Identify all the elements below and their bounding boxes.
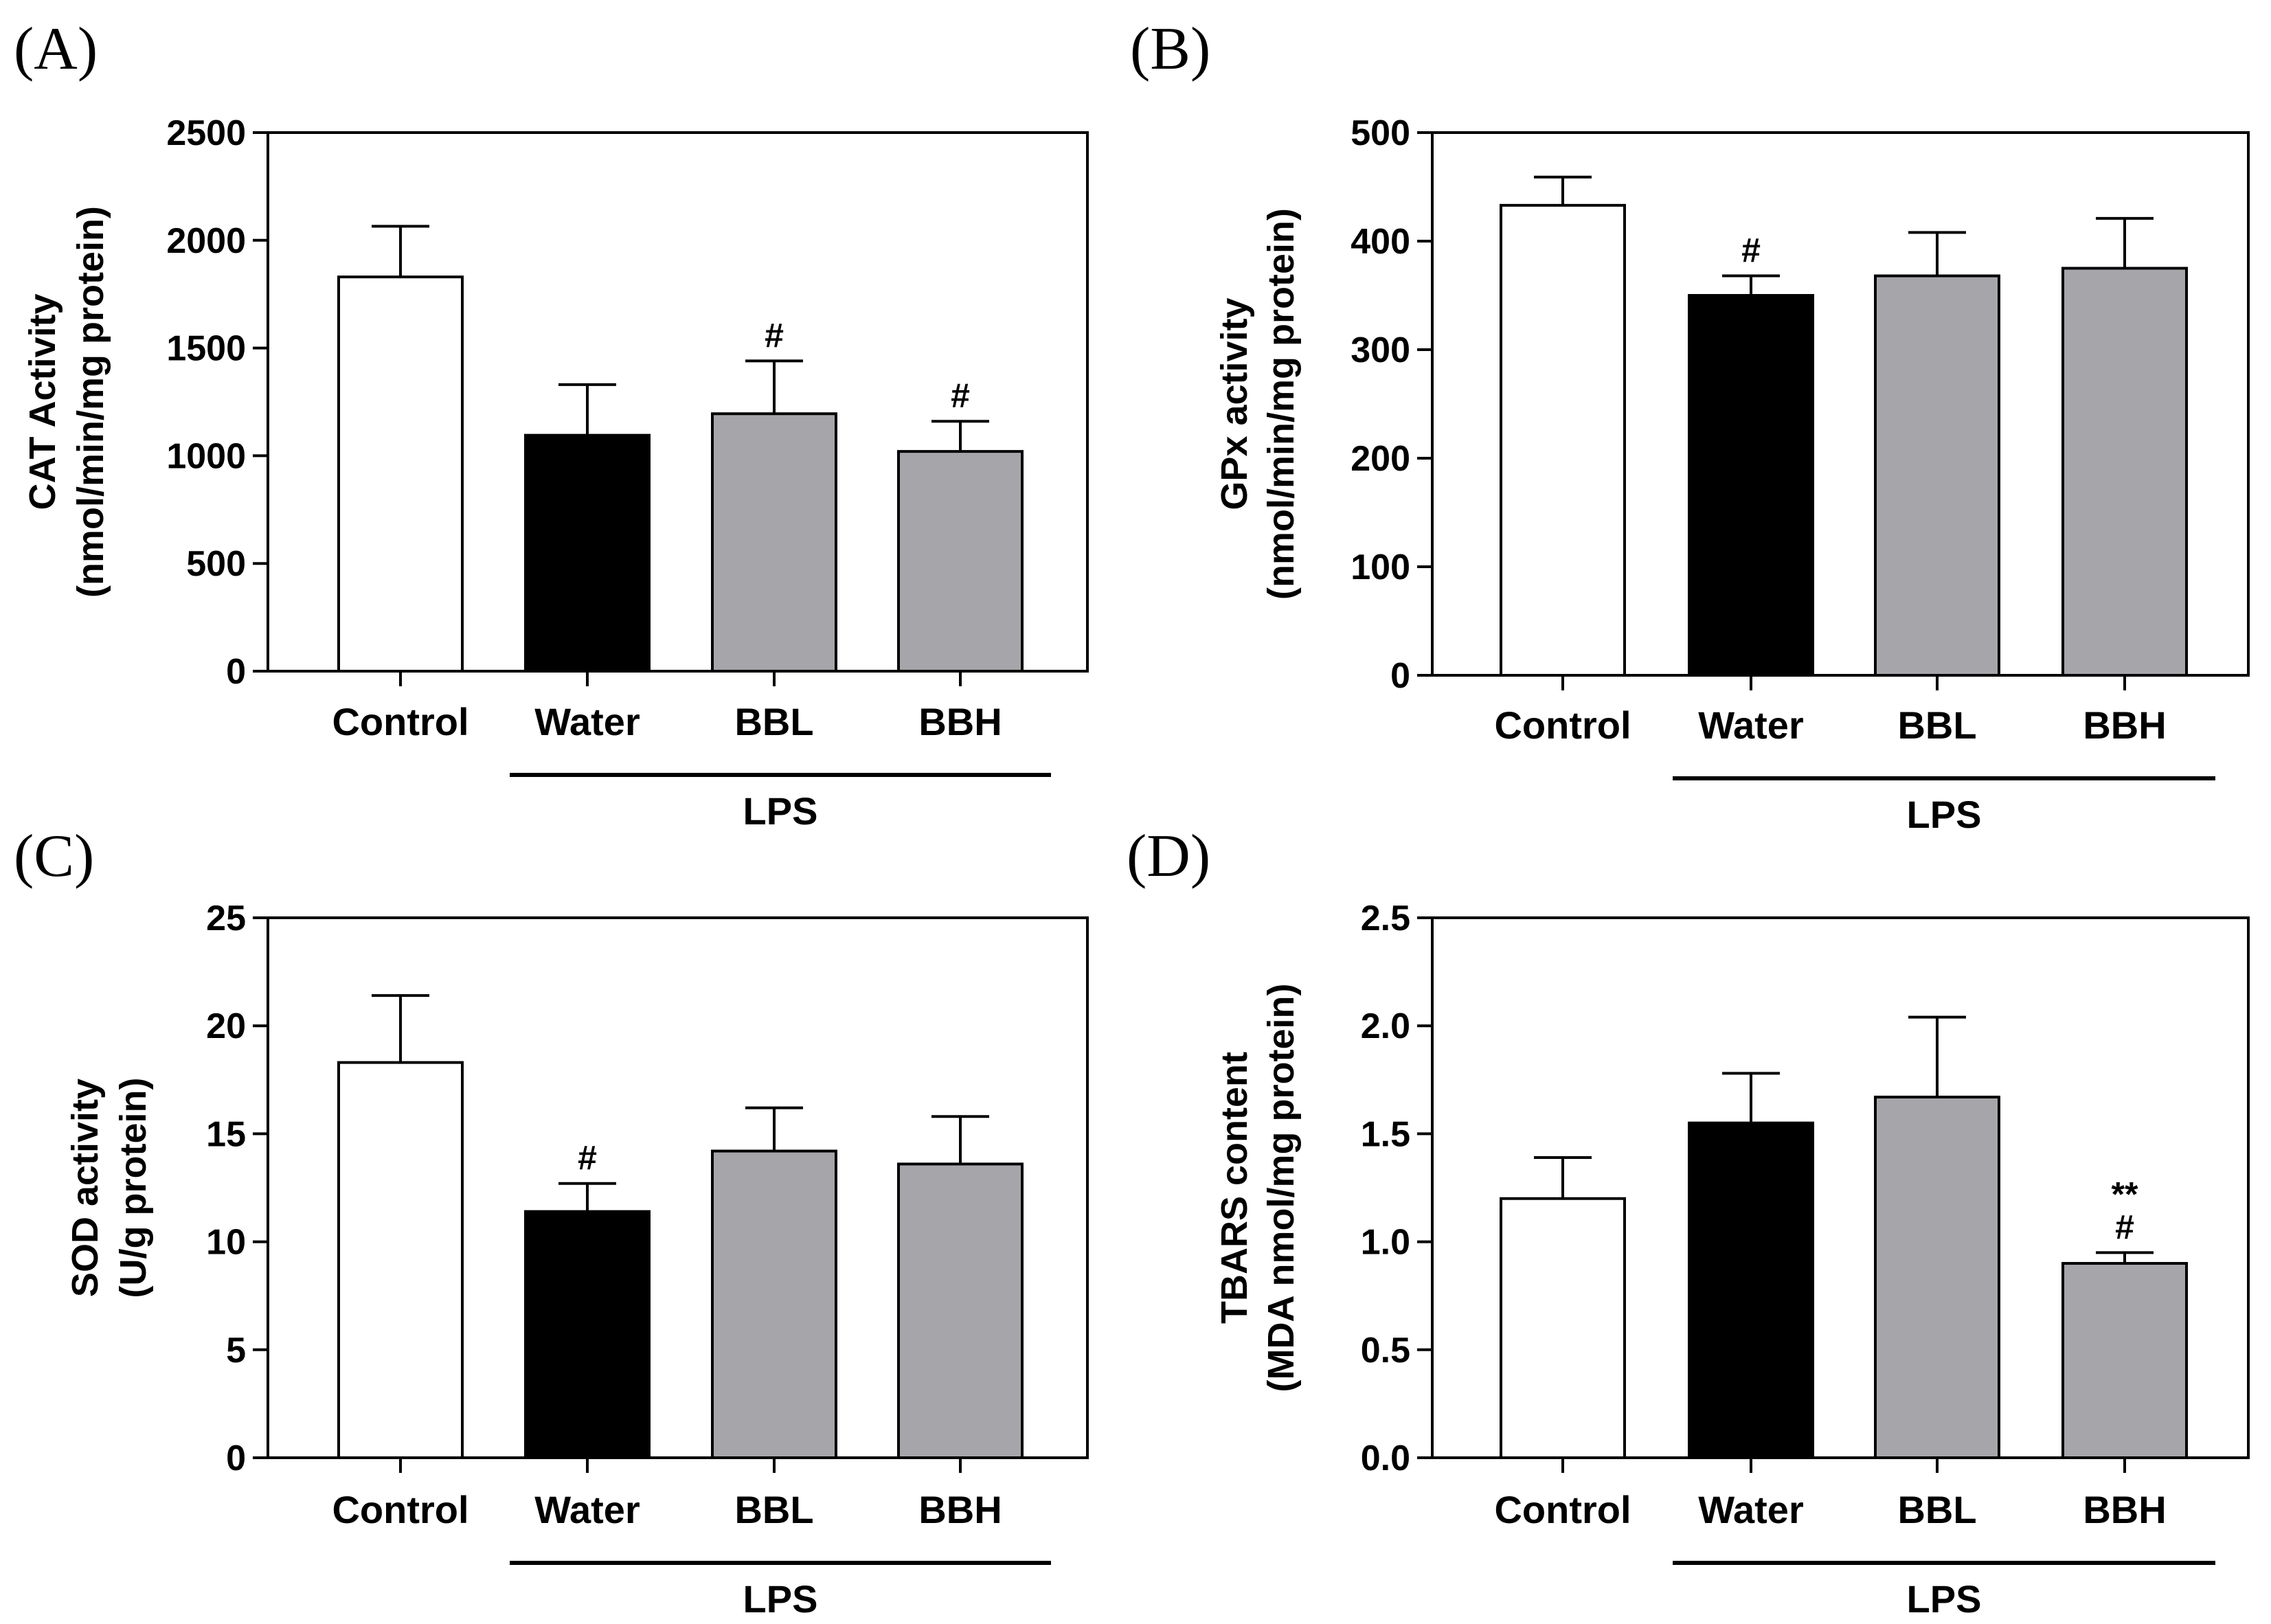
bar-water xyxy=(524,433,651,673)
bar-bbh xyxy=(2061,1262,2188,1460)
y-axis-subtitle: (nmol/min/mg protein) xyxy=(70,206,111,598)
x-tick-label: BBH xyxy=(918,1488,1002,1531)
group-label: LPS xyxy=(1907,793,1982,836)
y-tick-label: 500 xyxy=(1351,113,1410,153)
y-tick-label: 2500 xyxy=(166,113,246,153)
y-tick-label: 400 xyxy=(1351,222,1410,262)
x-tick-label: Control xyxy=(1494,703,1631,747)
group-label: LPS xyxy=(743,789,818,833)
y-tick-label: 0 xyxy=(226,652,246,692)
y-tick-label: 0 xyxy=(226,1439,246,1478)
panel-a: (A) 0 500 1000 1500 2000 2500 CAT Activity (nmol… xyxy=(14,16,1089,833)
x-tick-label: Water xyxy=(1698,1488,1804,1531)
x-tick-label: BBH xyxy=(2083,703,2166,747)
x-tick-label: BBL xyxy=(1897,703,1976,747)
x-tick-label: Water xyxy=(1698,703,1804,747)
y-tick-label: 0 xyxy=(1390,656,1410,696)
y-tick-label: 200 xyxy=(1351,439,1410,479)
y-tick-label: 5 xyxy=(226,1331,246,1371)
significance-label: # xyxy=(578,1139,597,1177)
panel-b: (B) 0 100 200 300 400 500 GPx activity (nmol/min… xyxy=(1130,16,2250,836)
panel-letter: (C) xyxy=(14,823,94,890)
significance-label: ** xyxy=(2112,1175,2138,1213)
y-tick-label: 0.0 xyxy=(1361,1439,1410,1478)
panel-d: (D) 0.0 0.5 1.0 1.5 2.0 2.5 TBARS content (MDA n… xyxy=(1127,823,2250,1621)
x-tick-label: BBL xyxy=(734,1488,813,1531)
x-tick-label: Control xyxy=(1494,1488,1631,1531)
bar-bbh xyxy=(897,450,1024,673)
plot-frame xyxy=(1431,916,2250,1459)
plot-frame xyxy=(267,916,1089,1459)
plot-frame xyxy=(1431,131,2250,677)
x-tick-label: Control xyxy=(332,700,468,743)
x-tick-label: BBL xyxy=(734,700,813,743)
y-tick-label: 1500 xyxy=(166,329,246,369)
panel-letter: (A) xyxy=(14,16,98,82)
significance-label: # xyxy=(951,376,970,415)
y-tick-label: 2.0 xyxy=(1361,1006,1410,1046)
y-tick-label: 1000 xyxy=(166,436,246,476)
y-axis-title: TBARS content xyxy=(1214,1052,1255,1324)
bar-bbl xyxy=(1874,274,2000,677)
y-tick-label: 1.0 xyxy=(1361,1223,1410,1263)
bar-bbh xyxy=(897,1162,1024,1460)
bar-control xyxy=(1500,1197,1626,1459)
panel-letter: (B) xyxy=(1130,16,1210,82)
bar-bbl xyxy=(711,1149,837,1459)
x-tick-label: BBH xyxy=(2083,1488,2166,1531)
significance-label: # xyxy=(2115,1208,2134,1246)
y-tick-label: 2000 xyxy=(166,221,246,261)
y-tick-label: 300 xyxy=(1351,330,1410,370)
x-tick-label: Water xyxy=(534,1488,640,1531)
x-tick-label: Control xyxy=(332,1488,468,1531)
y-axis-title: GPx activity xyxy=(1214,297,1255,510)
y-tick-label: 25 xyxy=(206,899,246,938)
bar-bbl xyxy=(711,412,837,673)
y-tick-label: 100 xyxy=(1351,548,1410,587)
x-tick-label: BBH xyxy=(918,700,1002,743)
x-tick-label: Water xyxy=(534,700,640,743)
y-tick-label: 20 xyxy=(206,1006,246,1046)
bar-control xyxy=(1500,203,1626,677)
panel-c: (C) 0 5 10 15 20 25 SOD activity (U/g protein) Co… xyxy=(14,823,1089,1621)
bar-water xyxy=(1688,1121,1814,1460)
y-tick-label: 500 xyxy=(186,544,246,584)
y-tick-label: 2.5 xyxy=(1361,899,1410,938)
bar-water xyxy=(524,1210,651,1459)
y-tick-label: 0.5 xyxy=(1361,1331,1410,1371)
group-label: LPS xyxy=(1907,1577,1982,1621)
y-axis-title: SOD activity xyxy=(65,1079,106,1297)
group-label: LPS xyxy=(743,1577,818,1621)
y-axis-title: CAT Activity xyxy=(22,293,63,510)
bar-water xyxy=(1688,294,1814,677)
significance-label: # xyxy=(1741,232,1761,270)
y-axis-subtitle: (MDA nmol/mg protein) xyxy=(1261,984,1302,1392)
y-axis-subtitle: (nmol/min/mg protein) xyxy=(1261,208,1302,600)
bar-control xyxy=(337,275,464,673)
significance-label: # xyxy=(765,316,784,354)
y-tick-label: 1.5 xyxy=(1361,1114,1410,1154)
bar-bbh xyxy=(2061,267,2188,677)
panel-letter: (D) xyxy=(1127,823,1210,890)
y-tick-label: 15 xyxy=(206,1114,246,1154)
plot-frame xyxy=(267,131,1089,673)
x-tick-label: BBL xyxy=(1897,1488,1976,1531)
y-axis-subtitle: (U/g protein) xyxy=(113,1078,154,1298)
bar-bbl xyxy=(1874,1095,2000,1459)
y-tick-label: 10 xyxy=(206,1223,246,1263)
bar-control xyxy=(337,1061,464,1459)
